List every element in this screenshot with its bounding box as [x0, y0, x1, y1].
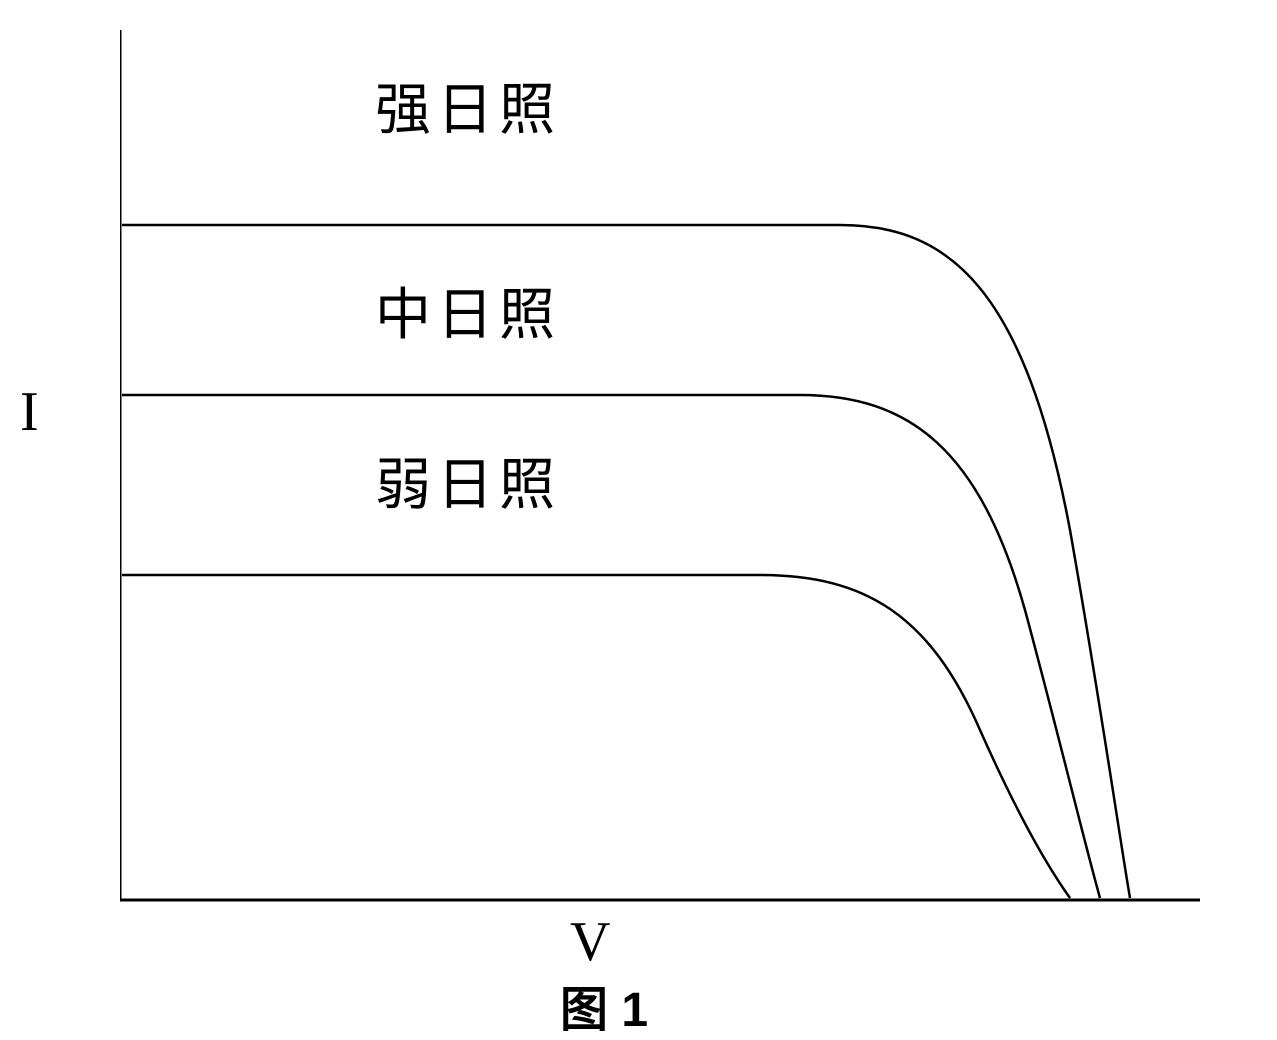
- y-axis-label: I: [20, 380, 39, 444]
- curve-medium: [122, 395, 1100, 898]
- curve-weak: [122, 575, 1070, 898]
- curve-label-strong: 强日照: [375, 65, 561, 146]
- figure-container: I 强日照 中日照 弱日照 V 图 1: [0, 0, 1277, 1028]
- curve-label-weak: 弱日照: [375, 440, 561, 521]
- chart-plot-area: [120, 30, 1200, 900]
- figure-caption: 图 1: [560, 970, 648, 1040]
- chart-svg: [120, 30, 1200, 902]
- x-axis-label: V: [570, 910, 610, 974]
- curve-strong: [122, 225, 1130, 898]
- curve-label-medium: 中日照: [375, 270, 561, 351]
